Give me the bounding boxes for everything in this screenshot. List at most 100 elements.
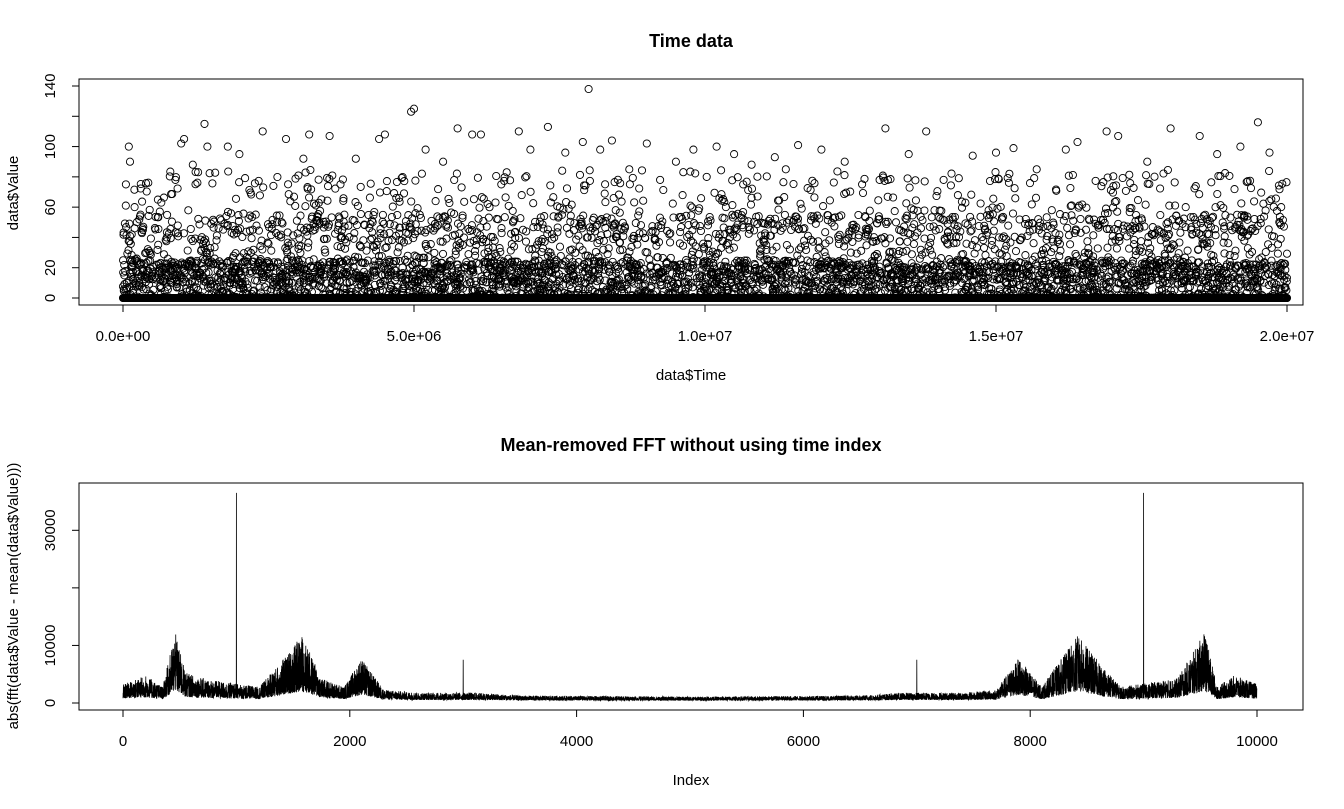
data-point — [137, 229, 147, 238]
data-point — [296, 211, 305, 220]
data-point — [162, 233, 171, 242]
data-point — [137, 283, 146, 292]
data-point — [195, 220, 204, 229]
data-point — [278, 269, 287, 278]
data-point — [310, 225, 319, 234]
data-point — [382, 187, 391, 196]
data-point — [599, 236, 608, 245]
data-point — [546, 181, 555, 190]
data-point — [163, 285, 172, 294]
data-point — [323, 196, 332, 205]
data-point — [232, 275, 242, 284]
data-point — [226, 209, 236, 218]
data-point — [146, 234, 155, 243]
data-point — [317, 283, 326, 292]
data-point — [431, 197, 440, 206]
data-point — [356, 182, 365, 191]
data-point — [558, 166, 567, 175]
data-point — [362, 246, 371, 255]
data-point — [301, 202, 310, 211]
data-point — [121, 201, 130, 210]
data-point — [284, 283, 293, 292]
data-point — [585, 166, 594, 175]
data-point — [697, 194, 706, 203]
data-point — [666, 238, 675, 247]
data-point — [479, 194, 488, 203]
data-point — [214, 224, 223, 233]
data-point — [144, 178, 153, 187]
data-point — [229, 251, 238, 260]
data-point — [399, 189, 409, 198]
data-point — [382, 177, 391, 186]
data-point — [258, 245, 267, 254]
data-point — [501, 193, 510, 202]
data-point — [287, 239, 296, 248]
data-point — [491, 198, 500, 207]
data-point — [222, 211, 231, 221]
data-point — [659, 185, 668, 195]
data-point — [455, 229, 464, 238]
data-point — [192, 256, 201, 265]
data-point — [637, 166, 647, 175]
data-point — [241, 267, 250, 276]
data-point — [194, 168, 203, 177]
data-point — [274, 259, 283, 268]
data-point — [691, 169, 700, 178]
data-point — [193, 178, 202, 187]
data-point — [307, 185, 316, 194]
data-point — [305, 256, 314, 266]
data-point — [172, 283, 181, 292]
data-point — [635, 207, 644, 216]
data-point — [267, 224, 276, 233]
data-point — [438, 249, 448, 258]
data-point — [247, 234, 256, 243]
scatter-panel: Time data 0.0e+00 5.0e+06 1.0e+07 1.5e+07 2.… — [5, 31, 1314, 384]
data-point — [305, 193, 314, 202]
data-point — [247, 190, 256, 199]
data-point — [162, 237, 171, 246]
data-point — [377, 281, 386, 290]
data-point — [320, 234, 329, 244]
data-point — [166, 234, 175, 243]
data-point — [283, 228, 292, 237]
data-point — [207, 219, 216, 228]
data-point — [630, 198, 639, 207]
data-point — [611, 206, 620, 215]
data-point — [306, 272, 315, 282]
data-point — [553, 223, 562, 232]
data-point — [388, 202, 397, 211]
data-point — [459, 233, 468, 242]
data-point — [687, 211, 696, 220]
data-point — [189, 283, 199, 292]
data-point — [210, 254, 219, 263]
data-point — [173, 184, 182, 193]
data-point — [201, 238, 210, 247]
data-point — [317, 195, 326, 204]
data-point — [323, 182, 333, 191]
data-point — [271, 228, 281, 237]
data-point — [267, 246, 276, 255]
data-point — [504, 201, 513, 210]
data-point — [186, 224, 195, 234]
data-point — [183, 246, 192, 255]
data-point — [294, 171, 303, 180]
data-point — [246, 248, 255, 257]
data-point — [159, 193, 168, 202]
data-point — [500, 213, 509, 222]
data-point — [365, 193, 374, 202]
data-point — [255, 191, 264, 200]
data-point — [434, 185, 443, 194]
data-point — [304, 273, 313, 282]
data-point — [645, 255, 654, 264]
data-point — [678, 191, 687, 200]
data-point — [167, 257, 176, 266]
data-point — [125, 282, 134, 292]
data-point — [269, 181, 278, 190]
data-point — [201, 278, 210, 287]
data-point — [327, 213, 336, 222]
data-point — [212, 231, 221, 240]
data-point — [286, 252, 296, 261]
data-point — [255, 283, 264, 292]
data-point — [238, 232, 247, 242]
data-point — [309, 199, 319, 208]
